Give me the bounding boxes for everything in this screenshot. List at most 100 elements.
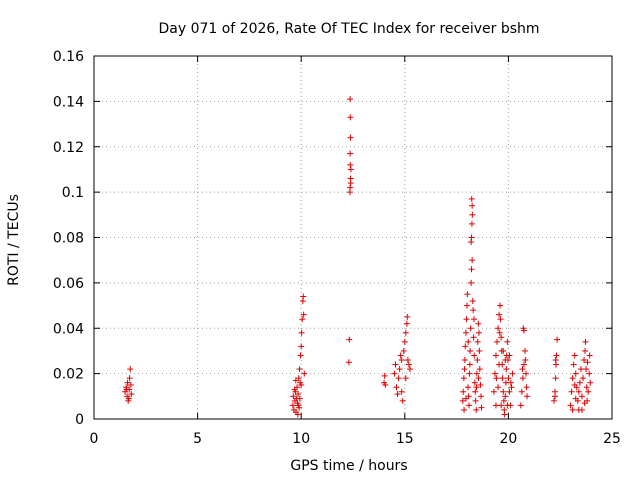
data-point: [382, 381, 389, 388]
data-point: [571, 352, 578, 359]
y-tick-label: 0.04: [53, 321, 84, 337]
data-point: [552, 393, 559, 400]
data-point: [463, 302, 470, 309]
data-point: [471, 316, 478, 323]
data-point: [519, 375, 526, 382]
data-point: [578, 393, 585, 400]
data-point: [499, 375, 506, 382]
data-point: [391, 370, 398, 377]
data-point: [473, 384, 480, 391]
data-point: [506, 352, 513, 359]
data-point: [554, 336, 561, 343]
data-point: [406, 366, 413, 373]
y-tick-label: 0.12: [53, 140, 84, 156]
data-point: [477, 381, 484, 388]
data-point: [464, 291, 471, 298]
data-point: [500, 388, 507, 395]
data-point: [505, 375, 512, 382]
data-point: [127, 381, 134, 388]
data-point: [582, 347, 589, 354]
data-point: [508, 384, 515, 391]
data-point: [579, 375, 586, 382]
y-tick-label: 0.16: [53, 49, 84, 65]
data-point: [571, 381, 578, 388]
data-point: [490, 388, 497, 395]
data-point: [394, 391, 401, 398]
data-point: [393, 384, 400, 391]
data-point: [347, 180, 354, 187]
y-tick-label: 0.1: [62, 185, 84, 201]
data-point: [504, 402, 511, 409]
data-point: [575, 388, 582, 395]
data-point: [290, 393, 297, 400]
data-point: [396, 366, 403, 373]
data-point: [523, 384, 530, 391]
data-point: [345, 359, 352, 366]
data-point: [572, 395, 579, 402]
data-point: [298, 343, 305, 350]
data-point: [461, 366, 468, 373]
data-point: [461, 357, 468, 364]
data-point: [300, 293, 307, 300]
data-point: [474, 357, 481, 364]
data-point: [523, 370, 530, 377]
axis-ticks: 0 0.02 0.04 0.06 0.08 0.1 0.12 0.14 0.16 0 5 10 15 20…: [53, 49, 621, 447]
data-point: [404, 357, 411, 364]
data-point: [463, 316, 470, 323]
data-point: [460, 388, 467, 395]
data-point: [347, 134, 354, 141]
data-point: [470, 334, 477, 341]
data-point: [492, 402, 499, 409]
data-point: [299, 316, 306, 323]
x-tick-label: 10: [292, 431, 310, 447]
data-point: [496, 361, 503, 368]
data-point: [469, 298, 476, 305]
data-point: [497, 302, 504, 309]
data-point: [552, 375, 559, 382]
data-point: [494, 338, 501, 345]
data-point: [469, 202, 476, 209]
grid: [94, 56, 612, 419]
x-axis-label: GPS time / hours: [290, 458, 407, 474]
data-point: [400, 347, 407, 354]
data-point: [522, 357, 529, 364]
data-point: [403, 320, 410, 327]
data-point: [503, 366, 510, 373]
data-point: [459, 397, 466, 404]
data-point: [467, 325, 474, 332]
data-point: [469, 211, 476, 218]
data-point: [398, 388, 405, 395]
data-point: [296, 395, 303, 402]
data-point: [582, 338, 589, 345]
data-point: [586, 370, 593, 377]
x-tick-label: 5: [193, 431, 202, 447]
data-point: [495, 384, 502, 391]
data-point: [295, 391, 302, 398]
data-point: [552, 357, 559, 364]
data-point: [567, 402, 574, 409]
data-point: [583, 384, 590, 391]
data-point: [568, 388, 575, 395]
data-point: [402, 329, 409, 336]
data-point: [126, 375, 133, 382]
data-point: [468, 234, 475, 241]
data-point: [518, 388, 525, 395]
data-point: [461, 406, 468, 413]
data-point: [128, 391, 135, 398]
data-point: [476, 366, 483, 373]
data-point: [468, 195, 475, 202]
data-point: [468, 266, 475, 273]
data-point: [405, 361, 412, 368]
data-point: [466, 361, 473, 368]
data-point: [520, 361, 527, 368]
data-point: [584, 359, 591, 366]
data-point: [587, 379, 594, 386]
data-point: [346, 336, 353, 343]
y-tick-label: 0.06: [53, 276, 84, 292]
data-point: [347, 96, 354, 103]
data-point: [123, 386, 130, 393]
data-point: [468, 220, 475, 227]
data-point: [502, 393, 509, 400]
data-point: [524, 393, 531, 400]
